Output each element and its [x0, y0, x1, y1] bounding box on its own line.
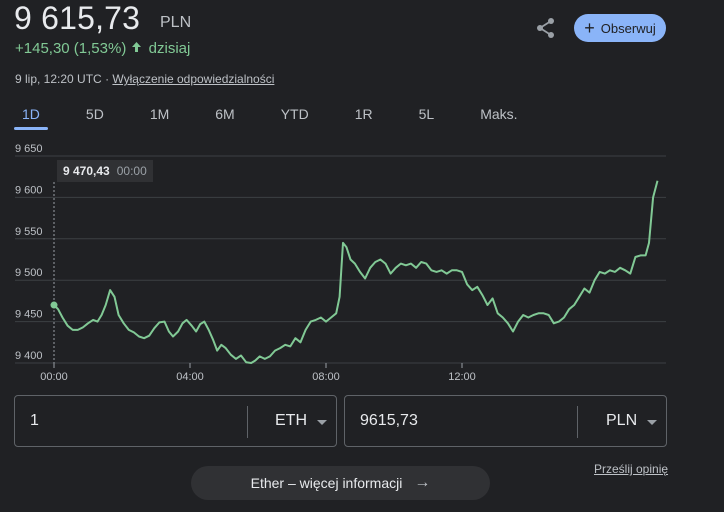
disclaimer-link[interactable]: Wyłączenie odpowiedzialności	[112, 72, 275, 86]
share-icon[interactable]	[534, 16, 558, 40]
change-period: dzisiaj	[148, 40, 191, 57]
chart-gridlines	[15, 155, 666, 364]
more-info-button[interactable]: Ether – więcej informacji →	[191, 466, 490, 500]
arrow-right-icon: →	[414, 474, 431, 491]
x-axis: 00:00 04:00 08:00 12:00	[40, 363, 476, 383]
timestamp-row: 9 lip, 12:20 UTC · Wyłączenie odpowiedzi…	[15, 72, 274, 86]
tab-6m[interactable]: 6M	[215, 106, 235, 122]
plus-icon: +	[584, 18, 595, 38]
y-tick-label: 9 600	[15, 184, 43, 196]
y-tick-label: 9 450	[15, 309, 43, 321]
hover-point	[50, 301, 58, 309]
timestamp: 9 lip, 12:20 UTC	[15, 72, 102, 86]
x-tick-label: 04:00	[176, 371, 204, 383]
y-tick-label: 9 400	[15, 350, 43, 362]
converted-input[interactable]: 9615,73	[360, 412, 418, 429]
price-chart[interactable]: 9 400 9 450 9 500 9 550 9 600 9 650 00:00 04:0…	[0, 140, 724, 390]
tab-1d[interactable]: 1D	[14, 100, 48, 130]
tab-5d[interactable]: 5D	[85, 106, 104, 122]
from-unit-select[interactable]: ETH	[275, 412, 307, 429]
price-value: 9 615,73	[14, 0, 141, 36]
follow-label: Obserwuj	[600, 20, 656, 36]
feedback-link[interactable]: Prześlij opinię	[594, 462, 669, 476]
chevron-down-icon[interactable]	[317, 420, 327, 425]
y-tick-label: 9 650	[15, 143, 43, 155]
to-unit-select[interactable]: PLN	[606, 412, 638, 429]
divider	[247, 406, 248, 438]
y-tick-label: 9 550	[15, 226, 43, 238]
tooltip-value: 9 470,43	[63, 164, 110, 178]
more-info-label: Ether – więcej informacji	[250, 475, 403, 491]
tab-5l[interactable]: 5L	[418, 106, 435, 122]
tab-1m[interactable]: 1M	[149, 106, 170, 122]
chevron-down-icon[interactable]	[647, 420, 657, 425]
price-change: +145,30 (1,53%) dzisiaj	[15, 40, 190, 57]
arrow-up-icon	[131, 40, 145, 57]
tab-max[interactable]: Maks.	[480, 106, 518, 122]
chart-tooltip: 9 470,43 00:00	[57, 160, 153, 182]
x-tick-label: 08:00	[312, 371, 340, 383]
divider	[577, 406, 578, 438]
y-axis: 9 400 9 450 9 500 9 550 9 600 9 650	[15, 143, 43, 362]
change-value: +145,30 (1,53%)	[15, 40, 127, 57]
x-tick-label: 12:00	[448, 371, 476, 383]
price-line	[53, 180, 659, 364]
tab-ytd[interactable]: YTD	[280, 106, 309, 122]
separator: ·	[105, 72, 110, 86]
y-tick-label: 9 500	[15, 267, 43, 279]
tab-1r[interactable]: 1R	[354, 106, 373, 122]
amount-input[interactable]: 1	[30, 412, 39, 429]
x-tick-label: 00:00	[40, 371, 68, 383]
converter-from: 1 ETH	[14, 395, 337, 447]
tooltip-time: 00:00	[116, 164, 147, 178]
range-tabs: 1D 5D 1M 6M YTD 1R 5L Maks.	[14, 100, 556, 130]
currency-label: PLN	[160, 14, 192, 31]
follow-button[interactable]: + Obserwuj	[574, 14, 666, 42]
converter-to: 9615,73 PLN	[344, 395, 667, 447]
